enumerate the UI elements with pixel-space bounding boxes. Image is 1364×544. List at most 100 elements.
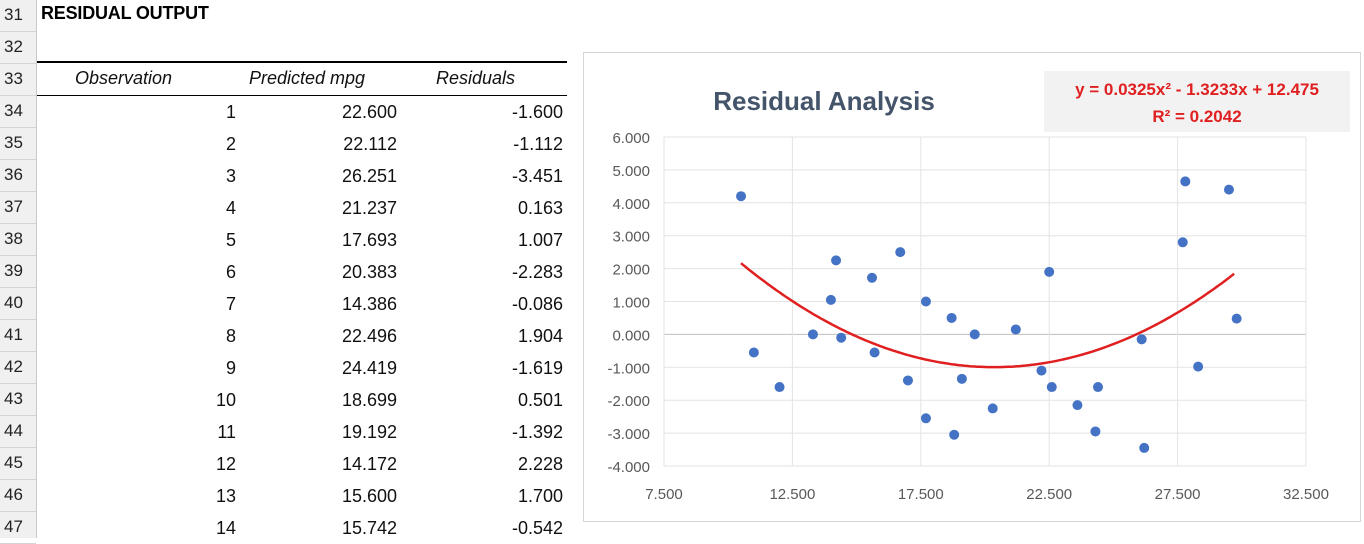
observation-cell[interactable]: 1 bbox=[225, 102, 236, 122]
predicted-mpg-cell[interactable]: 22.112 bbox=[343, 134, 397, 154]
data-point bbox=[1090, 426, 1101, 437]
residual-cell[interactable]: -0.086 bbox=[511, 294, 563, 314]
predicted-mpg-cell[interactable]: 19.192 bbox=[341, 422, 397, 442]
residual-cell[interactable]: 1.007 bbox=[517, 230, 563, 250]
residual-cell[interactable]: 0.501 bbox=[517, 390, 563, 410]
x-tick-label: 27.500 bbox=[1155, 486, 1201, 503]
row-number-44[interactable]: 44 bbox=[0, 416, 36, 448]
x-tick-label: 22.500 bbox=[1026, 486, 1072, 503]
row-number-31[interactable]: 31 bbox=[0, 0, 36, 32]
row-number-33[interactable]: 33 bbox=[0, 64, 36, 96]
row-number-41[interactable]: 41 bbox=[0, 320, 36, 352]
observation-cell[interactable]: 14 bbox=[215, 518, 236, 538]
row-number-42[interactable]: 42 bbox=[0, 352, 36, 384]
data-point bbox=[1036, 365, 1047, 376]
row-number-45[interactable]: 45 bbox=[0, 448, 36, 480]
y-tick-label: 4.000 bbox=[612, 196, 650, 213]
observation-cell[interactable]: 5 bbox=[225, 230, 236, 250]
row-number-32[interactable]: 32 bbox=[0, 32, 36, 64]
data-point bbox=[1092, 382, 1103, 393]
predicted-mpg-cell[interactable]: 15.742 bbox=[341, 518, 397, 538]
observation-cell[interactable]: 4 bbox=[225, 198, 236, 218]
r-squared-label: R² = 0.2042 bbox=[1152, 107, 1241, 126]
row-number-38[interactable]: 38 bbox=[0, 224, 36, 256]
row-number-47[interactable]: 47 bbox=[0, 512, 36, 544]
residual-cell[interactable]: -0.542 bbox=[511, 518, 563, 538]
residual-output-title[interactable]: RESIDUAL OUTPUT bbox=[41, 3, 209, 23]
predicted-mpg-cell[interactable]: 18.699 bbox=[341, 390, 397, 410]
residual-cell[interactable]: -3.451 bbox=[511, 166, 563, 186]
predicted-mpg-cell[interactable]: 15.600 bbox=[341, 486, 397, 506]
data-point bbox=[869, 347, 880, 358]
data-point bbox=[1010, 324, 1021, 335]
predicted-mpg-cell[interactable]: 20.383 bbox=[341, 262, 397, 282]
row-number-39[interactable]: 39 bbox=[0, 256, 36, 288]
row-number-35[interactable]: 35 bbox=[0, 128, 36, 160]
chart-svg: Residual Analysis y = 0.0325x² - 1.3233x … bbox=[607, 71, 1350, 503]
residual-cell[interactable]: 0.163 bbox=[517, 198, 563, 218]
y-tick-label: 6.000 bbox=[612, 130, 650, 147]
row-number-46[interactable]: 46 bbox=[0, 480, 36, 512]
observation-cell[interactable]: 7 bbox=[225, 294, 236, 314]
data-point bbox=[956, 373, 967, 384]
y-tick-label: -1.000 bbox=[607, 360, 650, 377]
row-number-40[interactable]: 40 bbox=[0, 288, 36, 320]
row-number-column: 31 32 33 34 35 36 37 38 39 40 41 42 43 44 45 46 47 bbox=[0, 0, 37, 544]
observation-cell[interactable]: 12 bbox=[215, 454, 236, 474]
data-point bbox=[825, 294, 836, 305]
predicted-mpg-cell[interactable]: 17.693 bbox=[341, 230, 397, 250]
x-tick-label: 12.500 bbox=[769, 486, 815, 503]
residual-cell[interactable]: -2.283 bbox=[511, 262, 563, 282]
predicted-mpg-cell[interactable]: 24.419 bbox=[341, 358, 397, 378]
data-point bbox=[1177, 237, 1188, 248]
observation-cell[interactable]: 9 bbox=[225, 358, 236, 378]
observation-cell[interactable]: 13 bbox=[215, 486, 236, 506]
row-number-43[interactable]: 43 bbox=[0, 384, 36, 416]
residual-cell[interactable]: -1.600 bbox=[511, 102, 563, 122]
data-point bbox=[836, 332, 847, 343]
predicted-mpg-cell[interactable]: 22.496 bbox=[341, 326, 397, 346]
y-tick-label: 0.000 bbox=[612, 327, 650, 344]
header-observation[interactable]: Observation bbox=[75, 68, 173, 88]
y-tick-label: 1.000 bbox=[612, 295, 650, 312]
observation-cell[interactable]: 10 bbox=[215, 390, 236, 410]
data-point bbox=[1139, 442, 1150, 453]
y-tick-label: 2.000 bbox=[612, 262, 650, 279]
x-tick-label: 17.500 bbox=[898, 486, 944, 503]
data-point bbox=[1046, 382, 1057, 393]
predicted-mpg-cell[interactable]: 14.386 bbox=[341, 294, 397, 314]
trendline-label-box bbox=[1044, 71, 1350, 132]
residual-analysis-chart[interactable]: Residual Analysis y = 0.0325x² - 1.3233x … bbox=[583, 52, 1361, 522]
observation-cell[interactable]: 3 bbox=[225, 166, 236, 186]
residual-cell[interactable]: 2.228 bbox=[517, 454, 563, 474]
header-predicted-mpg[interactable]: Predicted mpg bbox=[249, 68, 366, 88]
x-tick-label: 7.500 bbox=[645, 486, 683, 503]
data-point bbox=[969, 329, 980, 340]
data-point bbox=[946, 312, 957, 323]
predicted-mpg-cell[interactable]: 21.237 bbox=[341, 198, 397, 218]
y-tick-label: -3.000 bbox=[607, 426, 650, 443]
residual-cell[interactable]: -1.112 bbox=[513, 134, 563, 154]
residual-cell[interactable]: -1.392 bbox=[511, 422, 563, 442]
observation-cell[interactable]: 8 bbox=[225, 326, 236, 346]
data-point bbox=[1223, 184, 1234, 195]
predicted-mpg-cell[interactable]: 22.600 bbox=[341, 102, 397, 122]
chart-title: Residual Analysis bbox=[713, 86, 935, 116]
y-tick-label: 5.000 bbox=[612, 163, 650, 180]
row-number-34[interactable]: 34 bbox=[0, 96, 36, 128]
observation-cell[interactable]: 11 bbox=[217, 422, 236, 442]
row-number-36[interactable]: 36 bbox=[0, 160, 36, 192]
data-point bbox=[1136, 334, 1147, 345]
data-point bbox=[895, 247, 906, 258]
residual-cell[interactable]: 1.700 bbox=[517, 486, 563, 506]
residual-cell[interactable]: -1.619 bbox=[511, 358, 563, 378]
row-number-37[interactable]: 37 bbox=[0, 192, 36, 224]
y-tick-label: -4.000 bbox=[607, 459, 650, 476]
observation-cell[interactable]: 6 bbox=[225, 262, 236, 282]
residual-cell[interactable]: 1.904 bbox=[517, 326, 563, 346]
predicted-mpg-cell[interactable]: 26.251 bbox=[341, 166, 397, 186]
predicted-mpg-cell[interactable]: 14.172 bbox=[341, 454, 397, 474]
header-residuals[interactable]: Residuals bbox=[436, 68, 516, 88]
observation-cell[interactable]: 2 bbox=[225, 134, 236, 154]
data-point bbox=[1044, 266, 1055, 277]
